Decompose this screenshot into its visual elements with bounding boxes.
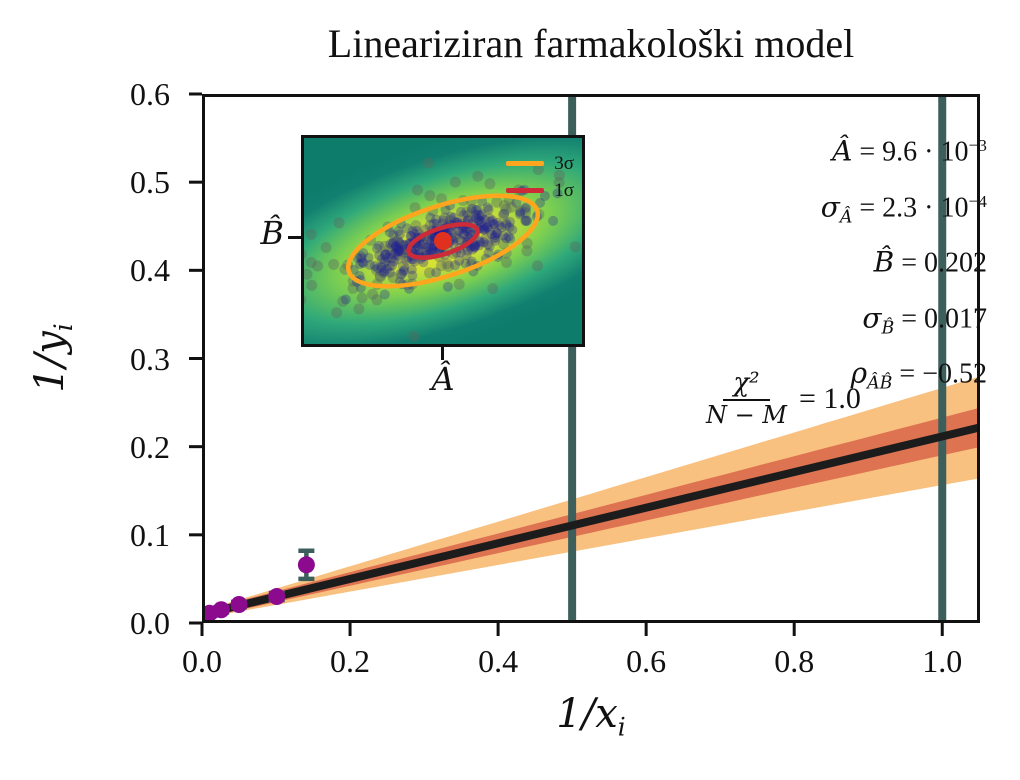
y-tick-label: 0.0	[130, 605, 170, 641]
annotation-sigma-B: σB̂ = 0.017	[862, 301, 987, 339]
3sigma-ellipse	[345, 193, 541, 289]
x-tick-label: 0.8	[774, 643, 815, 679]
1sigma-ellipse	[406, 222, 480, 260]
x-tick-label: 0.6	[626, 643, 667, 679]
y-tick-label: 0.6	[130, 76, 170, 112]
inset-x-axis-label: Â	[431, 360, 455, 398]
inset-y-axis-label: B̂	[260, 214, 284, 252]
x-axis-label: 1/xi	[556, 691, 626, 742]
annotation-sigma-A: σÂ = 2.3 · 10−4	[820, 190, 987, 228]
annotation-B: B̂ = 0.202	[873, 245, 987, 279]
annotation-rho-AB: ρÂB̂ = −0.52	[850, 356, 987, 395]
inset-legend: 3σ 1σ	[506, 150, 574, 204]
inset-y-tick	[288, 236, 302, 239]
chi-squared-annotation: χ² N − M = 1.0	[706, 368, 861, 429]
1sigma-line-swatch	[506, 188, 545, 193]
fit-line	[202, 423, 980, 619]
x-tick-label: 0.4	[478, 643, 519, 679]
chart-title: Lineariziran farmakološki model	[327, 21, 855, 66]
chi2-fraction: χ² N − M	[706, 368, 787, 429]
x-tick-label: 0.0	[182, 643, 222, 679]
y-tick-label: 0.1	[130, 516, 170, 553]
axis-ticks	[189, 92, 944, 636]
y-tick-label: 0.5	[130, 164, 170, 201]
y-axis-tick-labels: 0.0 0.1 0.2 0.3 0.4 0.5 0.6	[0, 76, 186, 641]
y-tick-label: 0.3	[130, 340, 170, 377]
plot-spines	[202, 94, 980, 623]
y-axis-label: 1/yi	[27, 323, 78, 393]
3sigma-line-swatch	[506, 161, 545, 166]
x-tick-label: 0.2	[330, 643, 371, 679]
best-fit-center-dot	[434, 232, 452, 250]
inset-x-tick	[441, 347, 444, 360]
fit-parameters-annotation: Â = 9.6 · 10−3 σÂ = 2.3 · 10−4 B̂ = 0.20…	[821, 126, 987, 404]
y-tick-label: 0.2	[130, 428, 170, 465]
y-tick-label: 0.4	[130, 252, 170, 289]
legend-item-1sigma: 1σ	[506, 177, 574, 204]
data-points	[202, 556, 315, 622]
x-tick-label: 1.0	[922, 643, 963, 679]
legend-item-3sigma: 3σ	[506, 150, 574, 177]
inset-scatter-plot	[304, 157, 581, 342]
parameter-inset-plot: 3σ 1σ	[301, 135, 585, 347]
confidence-band-3sigma	[202, 376, 980, 620]
x-axis-tick-labels: 0.0 0.2 0.4 0.6 0.8 1.0	[182, 641, 980, 685]
annotation-A: Â = 9.6 · 10−3	[832, 134, 987, 168]
